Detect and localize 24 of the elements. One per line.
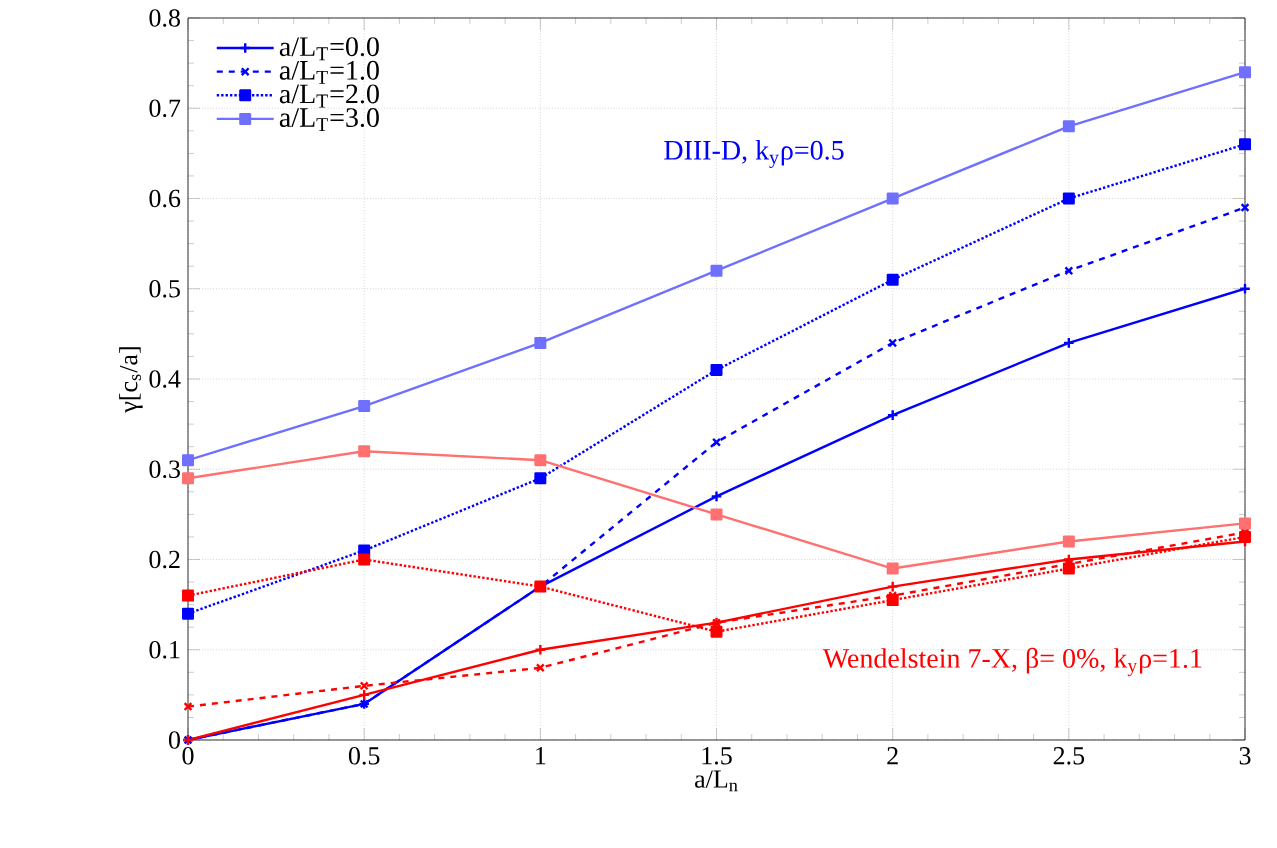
x-tick-label: 3 [1239,747,1251,765]
y-tick-label: 0.6 [149,189,181,208]
x-tick-label: 1 [536,747,546,765]
annotation: Wendelstein 7-X, β= 0%, k$_{y}$ρ=1.1 [822,647,1202,677]
y-tick-label: 0.8 [149,9,180,27]
y-tick-label: 0.7 [149,99,181,118]
y-tick-label: 0.1 [149,640,180,659]
legend-label: a/L$_{T}$=0.0 [279,37,379,61]
y-axis-title: γ[c$_{s}$/a] [119,347,143,413]
legend-label: a/L$_{T}$=2.0 [279,84,379,108]
legend-label: a/L$_{T}$=1.0 [279,60,379,84]
y-tick-label: 0.3 [149,460,180,479]
x-tick-label: 2 [887,747,898,765]
legend-label: a/L$_{T}$=3.0 [279,108,379,132]
y-tick-label: 0.4 [149,370,181,388]
y-tick-label: 0.5 [149,279,180,298]
y-tick-label: 0.2 [149,550,180,569]
x-axis-title: a/L$_{n}$ [695,770,738,792]
x-tick-label: 2.5 [1053,747,1085,765]
y-tick-label: 0 [168,731,180,749]
annotation: DIII-D, k$_{y}$ρ=0.5 [664,139,844,168]
x-tick-label: 0 [182,747,194,765]
x-tick-label: 0.5 [348,747,380,765]
x-tick-label: 1.5 [702,747,732,765]
